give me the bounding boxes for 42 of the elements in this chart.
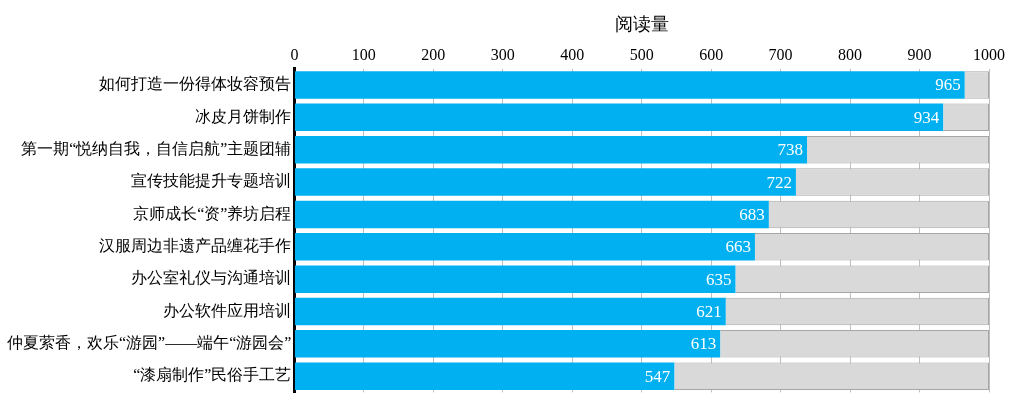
x-tick-label: 500	[629, 46, 654, 64]
y-tick-label: 冰皮月饼制作	[195, 107, 292, 125]
y-tick-label: 宣传技能提升专题培训	[131, 172, 292, 190]
x-tick-label: 400	[560, 46, 585, 64]
y-tick-label: 第一期“悦纳自我，自信启航”主题团辅	[21, 139, 292, 157]
bar	[294, 135, 808, 164]
y-tick-label: 汉服周边非遗产品缠花手作	[99, 236, 292, 254]
data-label: 621	[696, 301, 722, 321]
x-tick-label: 800	[838, 46, 863, 64]
y-tick-label: 办公软件应用培训	[163, 301, 292, 319]
data-label: 934	[913, 107, 940, 127]
bar	[294, 362, 675, 390]
data-label: 635	[705, 269, 732, 289]
bar	[294, 168, 796, 196]
bar	[294, 200, 769, 229]
x-tick-label: 600	[699, 46, 724, 64]
data-label: 965	[935, 75, 961, 95]
y-tick-label: 办公室礼仪与沟通培训	[131, 269, 292, 287]
x-tick-label: 1000	[973, 46, 1005, 64]
x-tick-label: 300	[490, 46, 515, 64]
x-tick-label: 0	[290, 46, 299, 64]
y-tick-label: 京师成长“资”养坊启程	[133, 204, 292, 222]
bar	[294, 265, 736, 293]
y-tick-label: “漆扇制作”民俗手工艺	[133, 366, 292, 384]
bar	[294, 297, 726, 326]
data-label: 722	[766, 172, 792, 192]
x-tick-label: 100	[351, 46, 376, 64]
data-label: 613	[690, 334, 717, 354]
bar	[294, 233, 755, 261]
x-tick-label: 900	[907, 46, 932, 64]
bar	[294, 103, 944, 132]
x-axis-title: 阅读量	[614, 13, 669, 34]
data-label: 547	[644, 366, 671, 386]
y-tick-label: 如何打造一份得体妆容预告	[99, 75, 292, 93]
x-tick-label: 700	[768, 46, 793, 64]
data-label: 683	[739, 204, 765, 224]
bar	[294, 71, 965, 99]
data-label: 663	[725, 237, 751, 257]
data-label: 738	[777, 140, 804, 160]
bar	[294, 330, 721, 358]
x-tick-label: 200	[421, 46, 446, 64]
y-tick-label: 仲夏萦香，欢乐“游园”——端午“游园会”	[7, 334, 292, 352]
